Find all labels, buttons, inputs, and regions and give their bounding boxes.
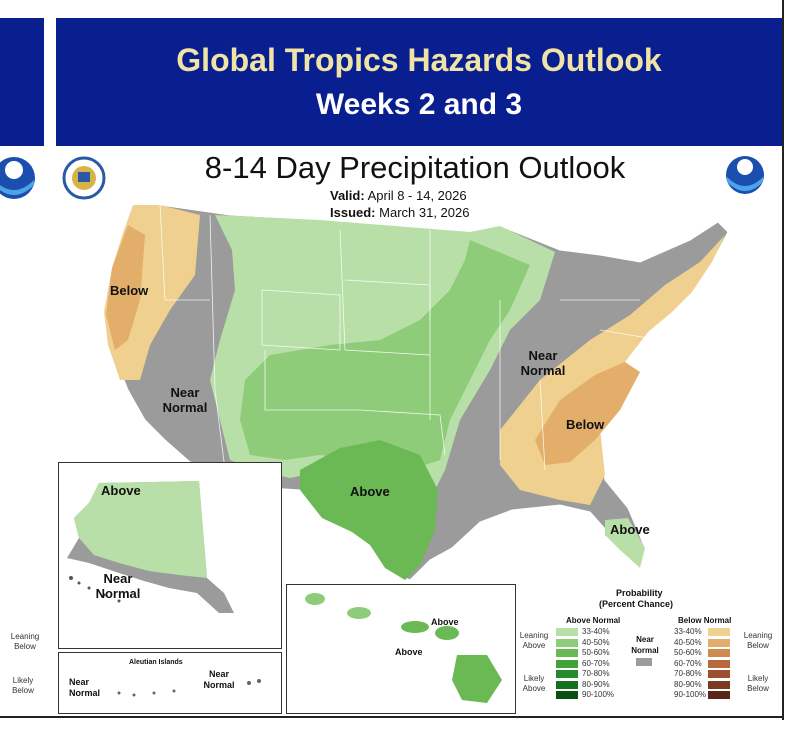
label-west-near-normal: Near Normal (162, 385, 208, 415)
legend-above-swatch (556, 649, 578, 657)
legend-below-swatch (708, 649, 730, 657)
west-coast-below-dark (106, 225, 145, 350)
legend-below-swatch (708, 628, 730, 636)
label-west-below: Below (110, 283, 149, 298)
legend-leaning-above: Leaning Above (519, 631, 549, 650)
valid-label: Valid: (330, 188, 365, 203)
legend-above-bin: 60-70% (582, 658, 610, 668)
label-southeast-below: Below (566, 417, 605, 432)
map-title: 8-14 Day Precipitation Outlook (204, 150, 626, 185)
issued-line: Issued: March 31, 2026 (330, 205, 469, 220)
legend-above-bin: 80-90% (582, 679, 610, 689)
label-florida-above: Above (610, 522, 650, 537)
aleutian-inset: Aleutian Islands Near Normal Near Normal (58, 652, 282, 714)
label-alaska-near-normal: Near Normal (95, 571, 141, 601)
state-boundaries (159, 204, 661, 471)
legend-above-swatch (556, 659, 578, 668)
alaska-map (67, 481, 234, 613)
label-aleutian-near-right: Near Normal (203, 669, 235, 690)
legend-below-swatch (708, 659, 730, 668)
legend-below-bin: 80-90% (674, 679, 702, 689)
legend-above-bin: 70-80% (582, 669, 610, 678)
label-aleutian-near-left: Near Normal (69, 677, 101, 698)
aleutian-map (117, 679, 261, 697)
header-banner: Global Tropics Hazards Outlook Weeks 2 a… (56, 18, 782, 146)
legend: Probability (Percent Chance) Above Norma… (516, 588, 780, 714)
doc-seal-icon (62, 156, 106, 200)
label-texas-above: Above (350, 484, 390, 499)
legend-below-bin: 60-70% (674, 658, 702, 668)
legend-likely-above: Likely Above (522, 674, 546, 693)
banner-divider (44, 18, 56, 146)
noaa-logo-left-icon (0, 157, 35, 199)
legend-near-swatch (636, 658, 652, 666)
legend-near-label: Near Normal (631, 635, 659, 655)
legend-below-swatch (708, 638, 730, 647)
legend-above-swatch (556, 680, 578, 689)
valid-value: April 8 - 14, 2026 (367, 188, 467, 203)
right-border (782, 0, 784, 720)
legend-leaning-below: Leaning Below (743, 631, 773, 650)
southeast-below-dark (535, 362, 640, 465)
legend-below-bin: 40-50% (674, 637, 702, 647)
legend-below-header: Below Normal (678, 616, 732, 625)
texas-above-dark (300, 440, 438, 580)
issued-value: March 31, 2026 (379, 205, 470, 220)
aleutian-title: Aleutian Islands (129, 659, 183, 666)
legend-below-bin: 70-80% (674, 669, 702, 678)
legend-below-bin: 50-60% (674, 648, 702, 657)
label-alaska-above: Above (101, 483, 141, 498)
legend-above-swatch (556, 670, 578, 678)
legend-below-swatch (708, 680, 730, 689)
valid-line: Valid: April 8 - 14, 2026 (330, 188, 467, 203)
page-title: Global Tropics Hazards Outlook (176, 42, 662, 78)
legend-below-bin: 33-40% (674, 627, 702, 636)
legend-above-swatch (556, 638, 578, 647)
bottom-border (0, 716, 784, 718)
alaska-inset: Above Near Normal (58, 462, 282, 649)
issued-label: Issued: (330, 205, 376, 220)
florida-above (605, 518, 645, 568)
legend-below-swatch (708, 691, 730, 699)
legend-above-swatch (556, 628, 578, 636)
legend-below-swatch (708, 670, 730, 678)
legend-below-bin: 90-100% (674, 690, 707, 699)
legend-likely-below: Likely Below (747, 674, 769, 693)
hawaii-inset: Above Above (286, 584, 516, 714)
legend-above-bin: 50-60% (582, 648, 610, 657)
legend-above-bin: 40-50% (582, 637, 610, 647)
label-east-near-normal: Near Normal (520, 348, 566, 378)
banner-left-block (0, 18, 44, 146)
legend-above-bin: 90-100% (582, 690, 615, 699)
label-hawaii-above-2: Above (395, 647, 423, 657)
hawaii-map (305, 593, 502, 703)
side-leaning-below: Leaning Below (10, 632, 40, 651)
central-above-medium (240, 240, 530, 470)
legend-title: Probability (616, 588, 663, 598)
legend-subtitle: (Percent Chance) (599, 599, 674, 609)
page-subtitle: Weeks 2 and 3 (315, 88, 523, 121)
side-likely-below: Likely Below (12, 676, 34, 695)
legend-above-bin: 33-40% (582, 627, 610, 636)
legend-above-swatch (556, 691, 578, 699)
label-hawaii-above-1: Above (431, 617, 459, 627)
noaa-logo-right-icon (726, 156, 764, 194)
legend-above-header: Above Normal (566, 616, 621, 625)
